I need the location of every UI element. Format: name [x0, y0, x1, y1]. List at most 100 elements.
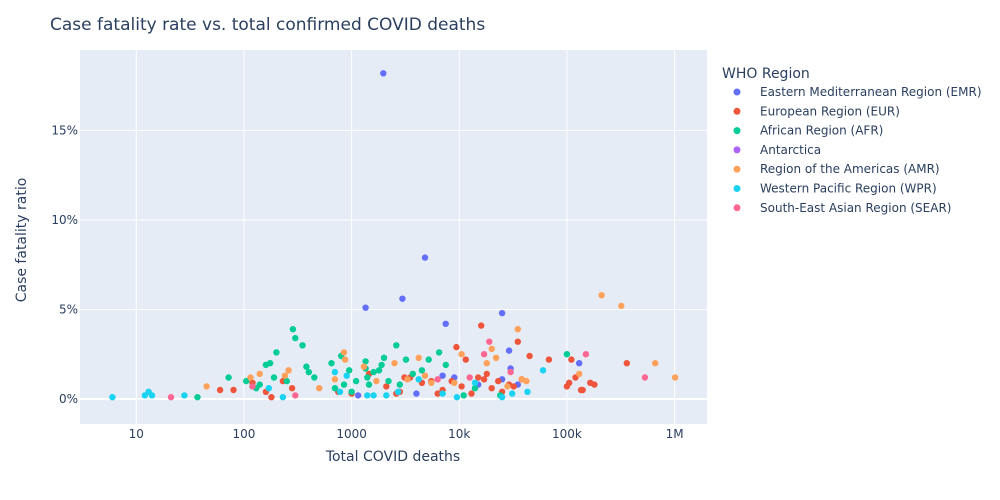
data-point [109, 394, 116, 401]
data-point [492, 354, 500, 361]
data-point [480, 351, 488, 358]
data-point [475, 374, 482, 381]
data-point [393, 342, 400, 349]
data-point [435, 349, 443, 356]
data-point [510, 383, 517, 390]
data-point [341, 356, 349, 363]
data-point [303, 363, 310, 370]
data-point [483, 370, 490, 378]
data-point [488, 385, 495, 392]
data-point [396, 381, 403, 388]
data-point [524, 388, 531, 395]
data-point [458, 383, 465, 390]
data-point [460, 392, 467, 399]
data-point [576, 370, 583, 378]
data-point [671, 374, 679, 381]
data-point [370, 368, 377, 376]
data-point [370, 392, 377, 399]
data-point [148, 392, 156, 399]
data-point [292, 392, 299, 399]
y-axis-ticks: 0% 5% 10% 15% [51, 124, 78, 406]
data-point [415, 376, 422, 383]
legend-item[interactable]: Western Pacific Region (WPR) [733, 182, 937, 196]
data-point [375, 367, 383, 374]
data-point [203, 383, 210, 390]
y-tick-label: 10% [51, 213, 78, 227]
data-point [462, 356, 469, 363]
data-point [383, 383, 390, 390]
data-point [340, 349, 348, 356]
data-point [299, 342, 306, 349]
data-point [439, 390, 446, 397]
data-point [268, 394, 275, 401]
data-point [225, 374, 232, 381]
legend-marker [733, 88, 741, 96]
data-point [471, 379, 479, 386]
data-point [385, 377, 392, 385]
legend-marker [733, 185, 741, 192]
data-point [247, 374, 254, 381]
data-point [523, 377, 530, 385]
chart-title: Case fatality rate vs. total confirmed C… [50, 15, 485, 35]
data-point [328, 360, 335, 367]
legend-marker [733, 146, 741, 154]
x-tick-label: 10 [129, 427, 144, 441]
data-point [478, 322, 485, 329]
data-point [364, 392, 371, 399]
data-point [380, 70, 387, 77]
data-point [468, 390, 475, 397]
data-point [415, 354, 422, 361]
data-point [346, 367, 353, 374]
data-point [230, 386, 237, 394]
legend-marker [733, 127, 741, 135]
data-point [336, 388, 344, 395]
legend-item[interactable]: South-East Asian Region (SEAR) [733, 201, 952, 215]
data-point [362, 358, 369, 365]
data-point [399, 295, 406, 302]
data-point [598, 292, 605, 299]
legend-label: African Region (AFR) [760, 124, 883, 138]
data-point [451, 379, 458, 386]
data-point [340, 381, 348, 388]
legend-item[interactable]: European Region (EUR) [733, 104, 900, 118]
legend: Eastern Mediterranean Region (EMR) Europe… [733, 85, 982, 215]
data-point [428, 379, 435, 386]
data-point [194, 394, 201, 401]
data-point [453, 343, 460, 351]
data-point [507, 368, 514, 376]
data-point [425, 356, 432, 363]
data-point [514, 326, 521, 333]
data-point [566, 379, 573, 386]
legend-item[interactable]: African Region (AFR) [733, 124, 884, 138]
data-point [409, 370, 416, 378]
legend-item[interactable]: Eastern Mediterranean Region (EMR) [733, 85, 982, 99]
data-point [216, 386, 224, 394]
data-point [391, 360, 398, 367]
plot-area [80, 50, 707, 424]
data-point [439, 372, 446, 379]
x-tick-label: 1000 [336, 427, 367, 441]
x-tick-label: 1M [666, 427, 684, 441]
data-point [167, 394, 175, 401]
data-point [243, 377, 250, 385]
legend-item[interactable]: Region of the Americas (AMR) [733, 162, 940, 176]
data-point [378, 361, 385, 369]
data-point [394, 388, 402, 395]
data-point [256, 381, 263, 388]
data-point [348, 388, 355, 395]
data-point [458, 351, 465, 358]
data-point [281, 372, 289, 379]
data-point [591, 381, 598, 388]
data-point [256, 370, 263, 378]
legend-item[interactable]: Antarctica [733, 143, 822, 157]
data-point [498, 394, 506, 401]
data-point [266, 360, 274, 367]
data-point [453, 394, 461, 401]
data-point [434, 376, 441, 383]
data-point [483, 360, 490, 367]
data-point [305, 368, 312, 376]
data-point [563, 351, 571, 358]
data-point [364, 374, 371, 381]
data-point [362, 304, 369, 311]
legend-label: Antarctica [760, 143, 821, 157]
